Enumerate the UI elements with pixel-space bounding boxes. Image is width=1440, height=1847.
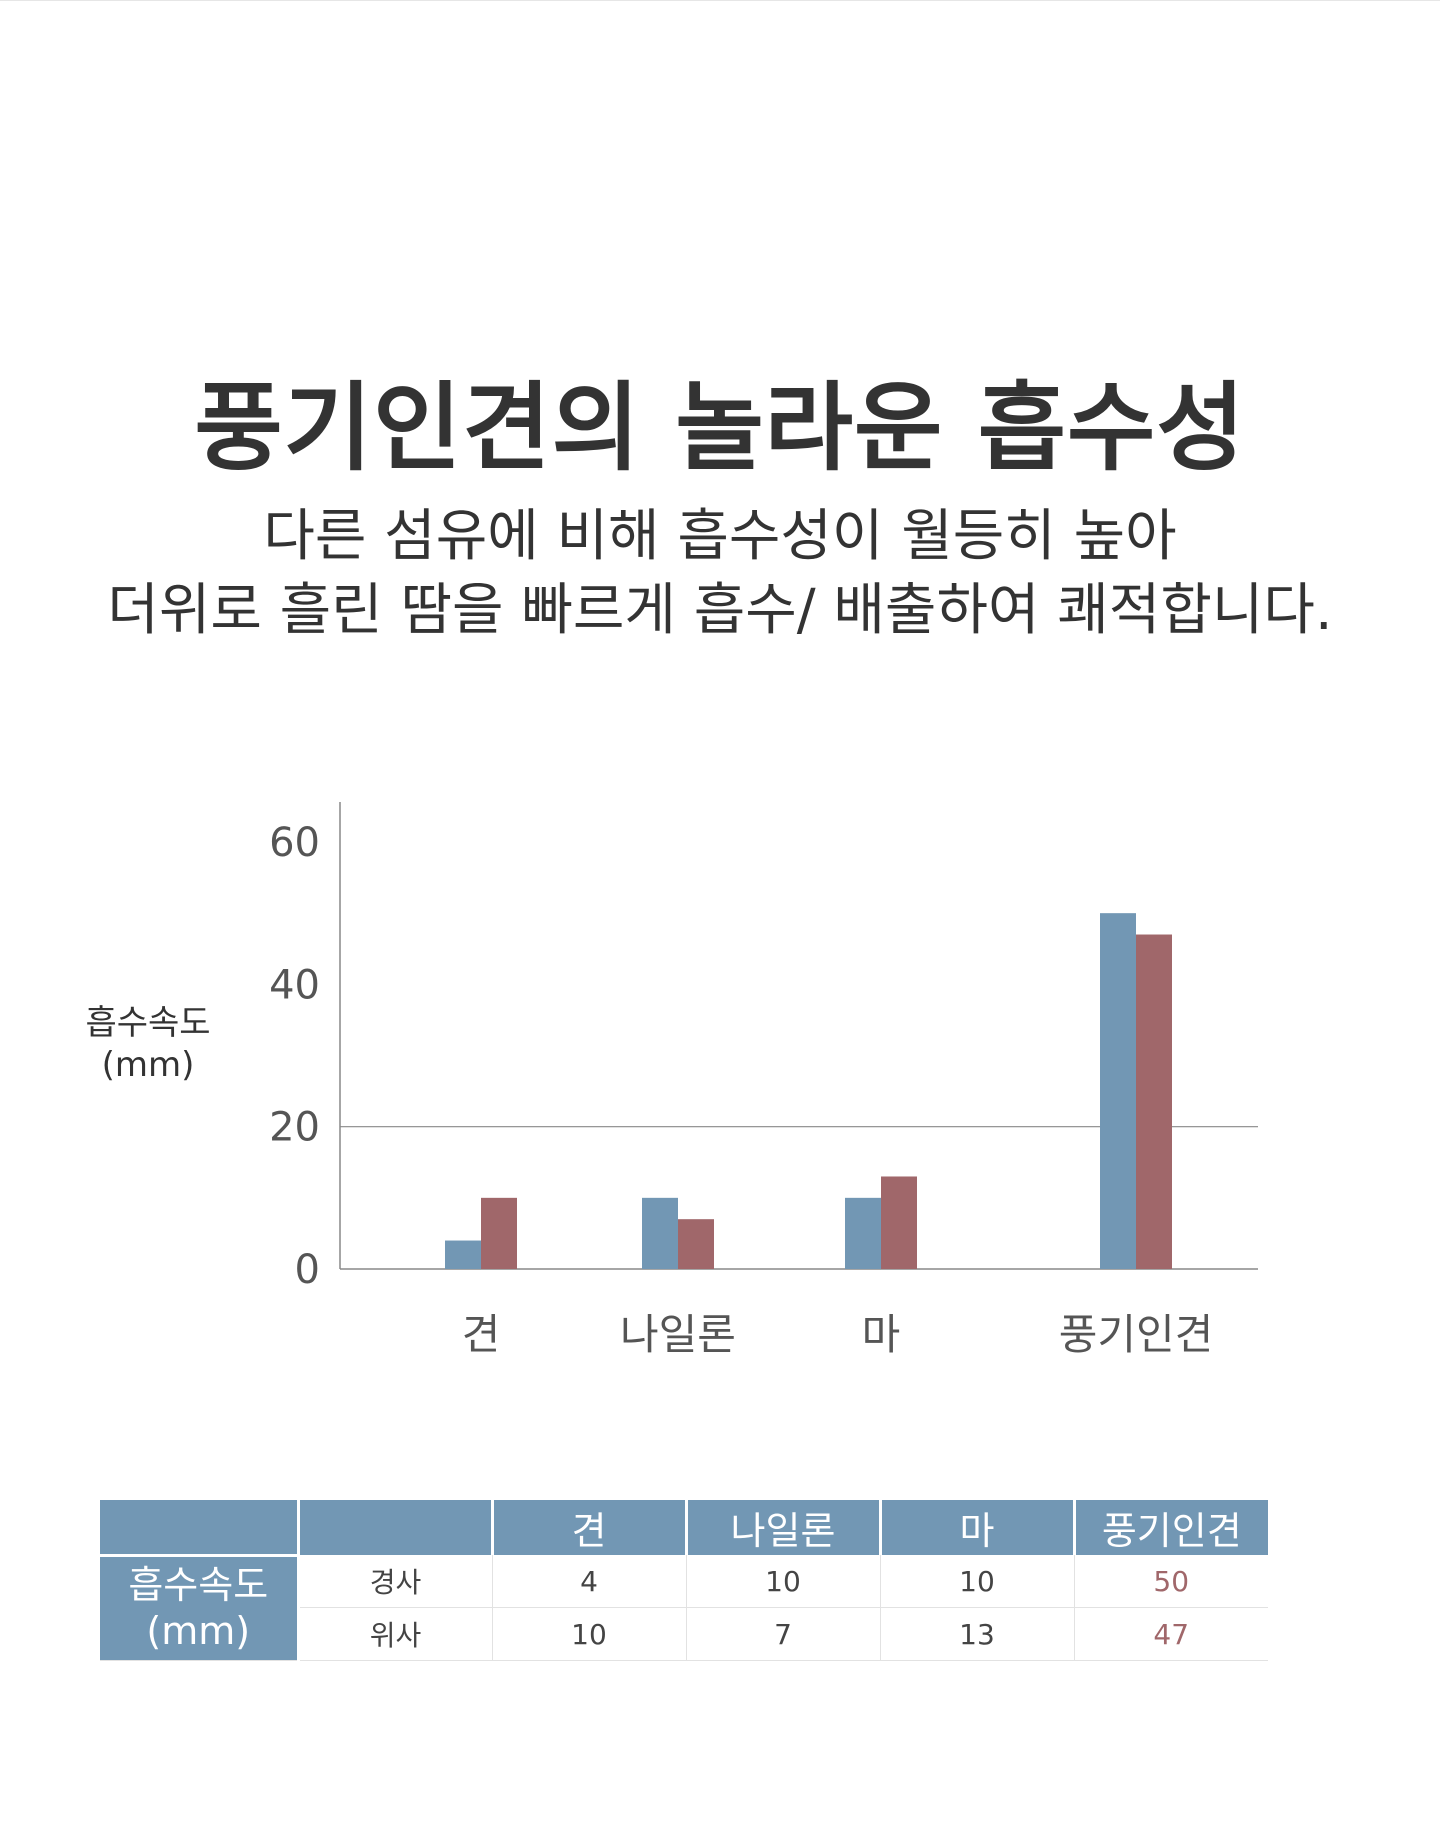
y-tick-label: 0 xyxy=(295,1247,320,1293)
y-tick-label: 40 xyxy=(269,962,320,1008)
table-header-cell: 견 xyxy=(492,1500,688,1555)
table-cell: 7 xyxy=(686,1607,881,1661)
page-subtitle: 다른 섬유에 비해 흡수성이 월등히 높아 더위로 흘린 땀을 빠르게 흡수/ … xyxy=(0,500,1440,648)
table-cell: 4 xyxy=(492,1555,687,1608)
subtitle-line-1: 다른 섬유에 비해 흡수성이 월등히 높아 xyxy=(263,504,1177,569)
table-cell-highlight: 47 xyxy=(1074,1607,1268,1661)
table-row-label: 경사 xyxy=(298,1555,493,1608)
table-row: 흡수속도 (mm) 경사 4 10 10 50 xyxy=(100,1553,1268,1661)
chart-y-ticks: 0 20 40 60 xyxy=(269,820,320,1293)
x-category-label: 마 xyxy=(862,1310,901,1359)
table-cell-highlight: 50 xyxy=(1074,1555,1268,1608)
table-header-cell xyxy=(298,1500,494,1555)
chart-bars xyxy=(445,913,1172,1269)
y-axis-label-line-2: (mm) xyxy=(102,1045,195,1085)
table-cell: 13 xyxy=(880,1607,1075,1661)
table-header-cell xyxy=(100,1500,300,1555)
group-label-line-2: (mm) xyxy=(146,1609,251,1654)
bar-warp-3 xyxy=(1100,913,1136,1269)
group-label-line-1: 흡수속도 xyxy=(128,1563,269,1608)
bar-warp-0 xyxy=(445,1240,481,1269)
bar-weft-3 xyxy=(1136,934,1172,1269)
y-tick-label: 20 xyxy=(269,1105,320,1151)
y-axis-label-line-1: 흡수속도 xyxy=(85,1003,210,1043)
table-header-cell: 나일론 xyxy=(686,1500,882,1555)
bar-warp-1 xyxy=(642,1197,678,1269)
table-group-label: 흡수속도 (mm) xyxy=(100,1553,300,1661)
table-row-label: 위사 xyxy=(298,1607,493,1661)
bar-warp-2 xyxy=(845,1197,881,1269)
page-title: 풍기인견의 놀라운 흡수성 xyxy=(194,372,1246,484)
top-divider xyxy=(0,0,1440,1)
table-header-cell: 풍기인견 xyxy=(1074,1500,1268,1555)
table-cell: 10 xyxy=(492,1607,687,1661)
bar-weft-1 xyxy=(678,1219,714,1269)
x-category-label: 나일론 xyxy=(620,1310,736,1359)
x-category-label: 풍기인견 xyxy=(1059,1310,1214,1359)
bar-weft-2 xyxy=(881,1176,917,1269)
table-cell: 10 xyxy=(880,1555,1075,1608)
chart-x-categories: 견 나일론 마 풍기인견 xyxy=(462,1310,1214,1359)
subtitle-line-2: 더위로 흘린 땀을 빠르게 흡수/ 배출하여 쾌적합니다. xyxy=(107,578,1333,643)
absorption-bar-chart: 흡수속도 (mm) 0 20 40 60 견 나일론 마 풍기인견 xyxy=(85,802,1258,1359)
table-cell: 10 xyxy=(686,1555,881,1608)
x-category-label: 견 xyxy=(462,1310,501,1359)
table-row: 위사 10 7 13 47 xyxy=(100,1607,1268,1661)
bar-weft-0 xyxy=(481,1197,517,1269)
absorption-data-table: 견 나일론 마 풍기인견 흡수속도 (mm) 경사 4 10 10 50 위사 … xyxy=(100,1500,1268,1661)
y-tick-label: 60 xyxy=(269,820,320,866)
table-header-row: 견 나일론 마 풍기인견 xyxy=(100,1500,1268,1555)
table-header-cell: 마 xyxy=(880,1500,1076,1555)
